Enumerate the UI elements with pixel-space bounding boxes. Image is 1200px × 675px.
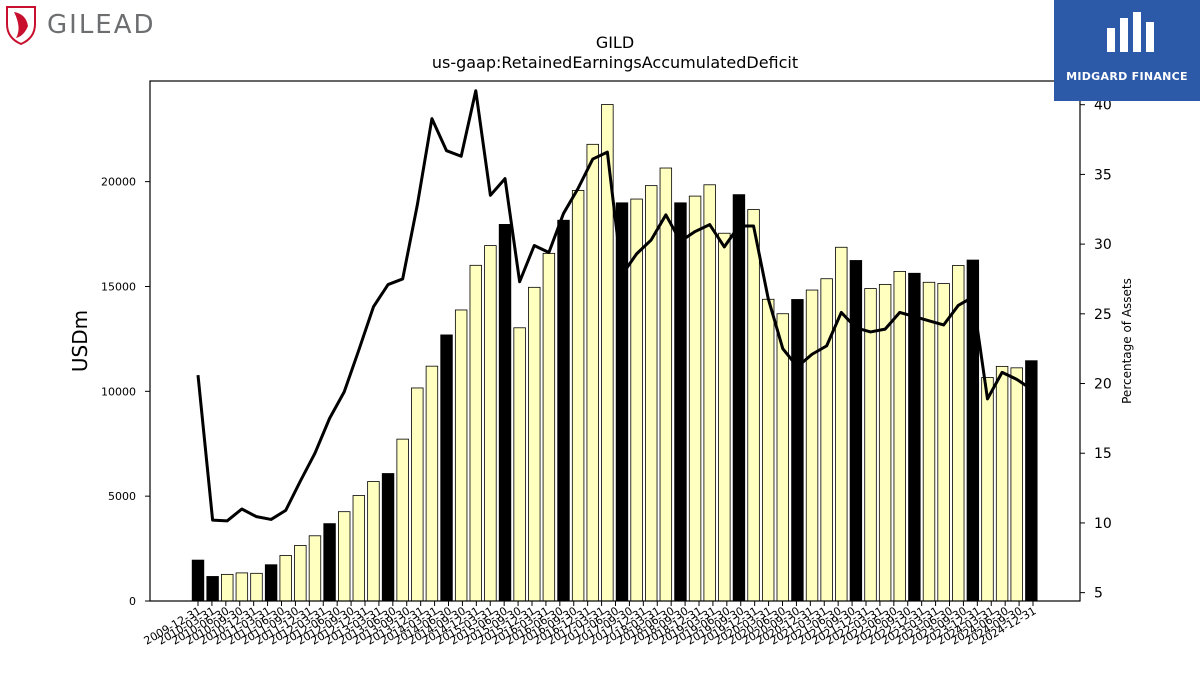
y2-tick-label: 40 <box>1094 98 1112 114</box>
bar <box>250 572 263 602</box>
y-tick-label: 0 <box>129 595 136 608</box>
bar <box>820 278 833 602</box>
y2-tick-label: 5 <box>1094 586 1103 602</box>
bar <box>761 298 775 602</box>
bar <box>337 511 351 602</box>
bar <box>674 202 687 602</box>
bar <box>688 195 702 602</box>
gilead-wordmark: GILEAD <box>47 10 156 40</box>
bar <box>411 387 424 602</box>
bar <box>308 535 322 602</box>
bar <box>995 365 1009 602</box>
y2-ticks-group: 5 10 15 20 25 30 35 40 <box>1080 98 1112 602</box>
bar <box>323 523 336 602</box>
bar <box>659 167 673 602</box>
bar <box>645 185 658 602</box>
bar <box>454 309 468 602</box>
percentage-line <box>196 89 1033 523</box>
bar <box>294 545 307 602</box>
chart-title: GILD <box>596 33 634 52</box>
bar <box>425 365 439 602</box>
bar <box>922 281 936 602</box>
x-ticks-group: 2009-12-312010-03-312010-06-302010-09-30… <box>142 601 1039 648</box>
bar <box>878 283 892 602</box>
bar <box>586 143 599 602</box>
bar <box>732 194 746 602</box>
bar <box>484 245 497 602</box>
midgard-wordmark: MIDGARD FINANCE <box>1066 70 1188 83</box>
bar <box>367 481 380 602</box>
bar <box>206 576 219 602</box>
gilead-shield-icon <box>6 6 36 46</box>
bar <box>981 377 994 602</box>
bar <box>908 272 921 602</box>
bar <box>1025 360 1038 602</box>
bar <box>1010 367 1023 602</box>
bar <box>469 264 482 602</box>
chart-subtitle: us-gaap:RetainedEarningsAccumulatedDefic… <box>432 53 798 72</box>
bar <box>864 288 877 602</box>
y2-tick-label: 35 <box>1094 167 1112 183</box>
bar <box>513 327 526 602</box>
bar <box>718 232 731 602</box>
bar <box>235 572 249 602</box>
bar <box>542 252 556 602</box>
bar <box>747 209 760 602</box>
bar <box>264 564 278 602</box>
y-tick-label: 10000 <box>101 385 136 398</box>
bar <box>191 559 205 602</box>
bar <box>805 289 819 602</box>
bar <box>937 283 950 602</box>
bar <box>352 495 366 602</box>
gilead-logo: GILEAD <box>4 4 164 48</box>
y2-axis-label: Percentage of Assets <box>1120 278 1134 404</box>
bar <box>381 473 395 602</box>
midgard-finance-logo: MIDGARD FINANCE <box>1054 0 1200 101</box>
midgard-emblem-icon <box>1107 12 1154 52</box>
bar <box>835 246 848 602</box>
bars-group <box>191 104 1038 602</box>
bar <box>791 299 804 602</box>
bar <box>221 573 234 602</box>
bar <box>557 219 570 602</box>
bar <box>849 260 863 602</box>
bar <box>703 184 716 602</box>
bar <box>893 270 906 602</box>
y-tick-label: 5000 <box>108 490 136 503</box>
bar <box>279 555 292 602</box>
y-tick-label: 20000 <box>101 176 136 189</box>
y2-tick-label: 20 <box>1094 377 1112 393</box>
y-tick-label: 15000 <box>101 280 136 293</box>
bar <box>528 286 541 602</box>
bar <box>776 313 790 602</box>
line-group <box>196 89 1033 523</box>
y2-tick-label: 10 <box>1094 516 1112 532</box>
y2-tick-label: 25 <box>1094 307 1112 323</box>
bar <box>966 259 980 602</box>
bar <box>571 190 585 602</box>
bar <box>952 265 965 602</box>
bar <box>440 334 453 602</box>
y2-tick-label: 30 <box>1094 237 1112 253</box>
bar <box>396 438 409 602</box>
y-ticks-group: 0 5000 10000 15000 20000 <box>101 176 150 608</box>
bar <box>498 224 512 602</box>
y2-tick-label: 15 <box>1094 446 1112 462</box>
y-axis-label: USDm <box>68 310 92 372</box>
